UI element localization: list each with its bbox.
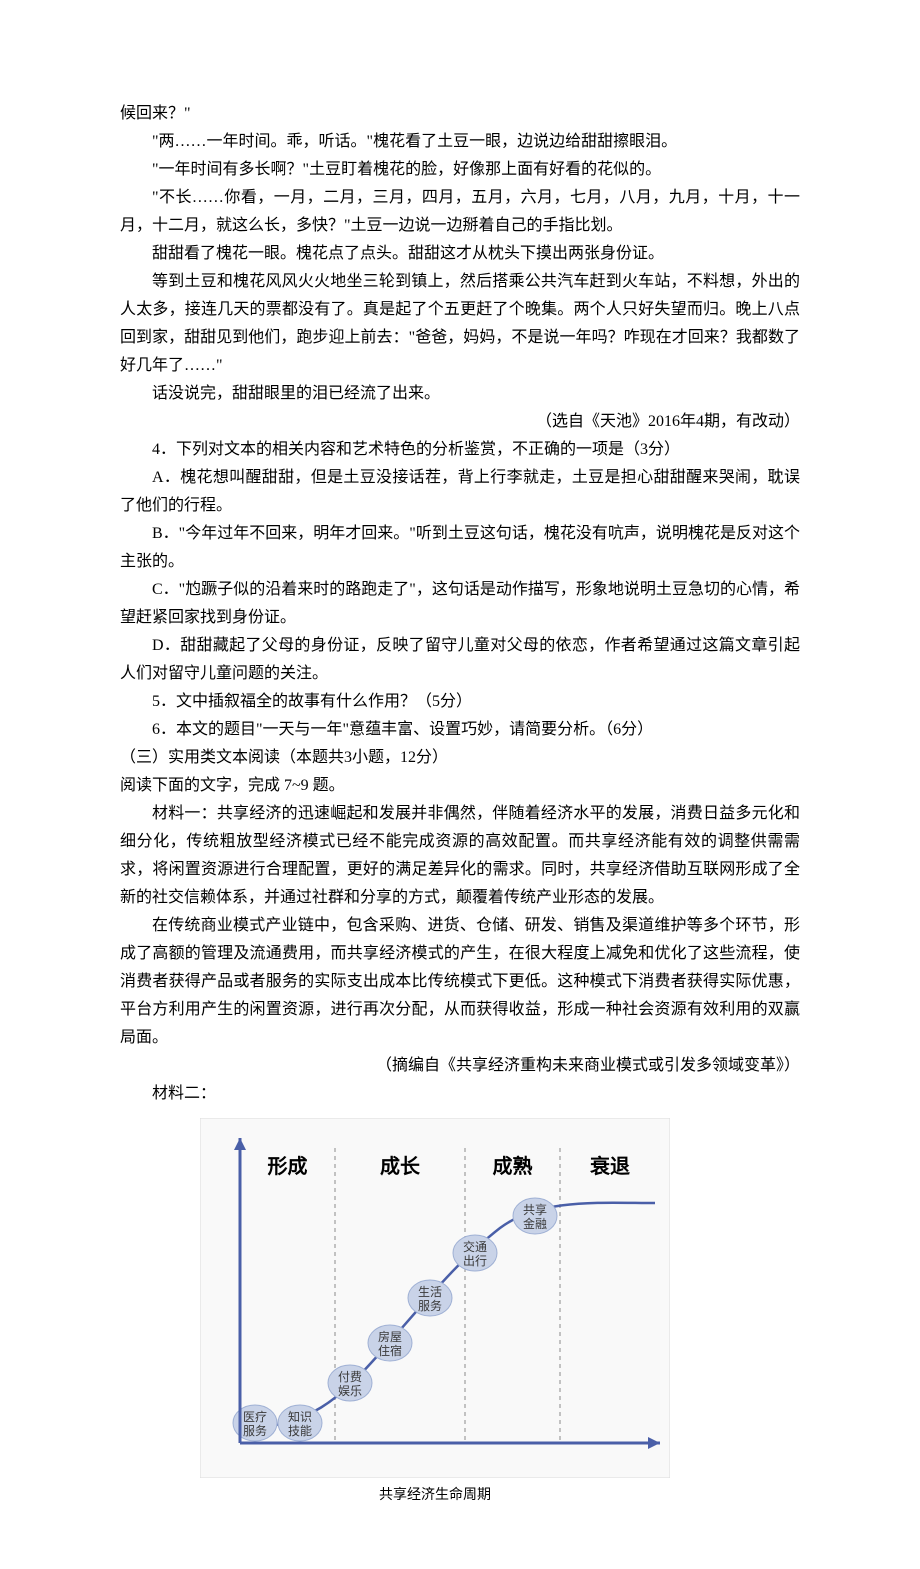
lifecycle-chart: 形成成长成熟衰退医疗服务知识技能付费娱乐房屋住宿生活服务交通出行共享金融 共享经… <box>200 1118 670 1509</box>
svg-text:医疗: 医疗 <box>243 1410 267 1424</box>
svg-text:共享: 共享 <box>523 1202 547 1217</box>
material-1-source: （摘编自《共享经济重构未来商业模式或引发多领域变革》） <box>120 1052 800 1080</box>
question-4-option-b: B．"今年过年不回来，明年才回来。"听到土豆这句话，槐花没有吭声，说明槐花是反对… <box>120 520 800 576</box>
story-line: 话没说完，甜甜眼里的泪已经流了出来。 <box>120 380 800 408</box>
svg-text:住宿: 住宿 <box>378 1343 402 1358</box>
svg-text:成熟: 成熟 <box>493 1154 533 1178</box>
story-line: 甜甜看了槐花一眼。槐花点了点头。甜甜这才从枕头下摸出两张身份证。 <box>120 240 800 268</box>
question-4: 4．下列对文本的相关内容和艺术特色的分析鉴赏，不正确的一项是（3分） <box>120 436 800 464</box>
question-4-option-d: D．甜甜藏起了父母的身份证，反映了留守儿童对父母的依恋，作者希望通过这篇文章引起… <box>120 632 800 688</box>
svg-text:生活: 生活 <box>418 1285 442 1299</box>
story-line: "一年时间有多长啊？"土豆盯着槐花的脸，好像那上面有好看的花似的。 <box>120 156 800 184</box>
svg-text:服务: 服务 <box>418 1298 442 1313</box>
story-line: 等到土豆和槐花风风火火地坐三轮到镇上，然后搭乘公共汽车赶到火车站，不料想，外出的… <box>120 268 800 380</box>
story-source: （选自《天池》2016年4期，有改动） <box>120 408 800 436</box>
svg-text:成长: 成长 <box>380 1154 421 1178</box>
svg-text:衰退: 衰退 <box>589 1154 630 1178</box>
svg-text:付费: 付费 <box>338 1370 362 1384</box>
svg-text:房屋: 房屋 <box>378 1329 402 1344</box>
document-page: 候回来？" "两……一年时间。乖，听话。"槐花看了土豆一眼，边说边给甜甜擦眼泪。… <box>0 0 920 1569</box>
question-6: 6．本文的题目"一天与一年"意蕴丰富、设置巧妙，请简要分析。（6分） <box>120 716 800 744</box>
material-1-p1: 材料一：共享经济的迅速崛起和发展并非偶然，伴随着经济水平的发展，消费日益多元化和… <box>120 800 800 912</box>
section-3-title: （三）实用类文本阅读（本题共3小题，12分） <box>120 744 800 772</box>
question-5: 5．文中插叙福全的故事有什么作用？（5分） <box>120 688 800 716</box>
story-line: "两……一年时间。乖，听话。"槐花看了土豆一眼，边说边给甜甜擦眼泪。 <box>120 128 800 156</box>
story-line: 候回来？" <box>120 100 800 128</box>
section-3-instruction: 阅读下面的文字，完成 7~9 题。 <box>120 772 800 800</box>
svg-text:金融: 金融 <box>523 1216 547 1231</box>
chart-x-axis-label: 共享经济生命周期 <box>200 1484 670 1509</box>
lifecycle-chart-svg: 形成成长成熟衰退医疗服务知识技能付费娱乐房屋住宿生活服务交通出行共享金融 <box>200 1118 670 1478</box>
question-4-option-c: C．"尥蹶子似的沿着来时的路跑走了"，这句话是动作描写，形象地说明土豆急切的心情… <box>120 576 800 632</box>
svg-text:娱乐: 娱乐 <box>338 1384 362 1398</box>
svg-text:知识: 知识 <box>288 1410 312 1424</box>
svg-text:交通: 交通 <box>463 1239 487 1254</box>
svg-text:服务: 服务 <box>243 1423 267 1438</box>
svg-text:出行: 出行 <box>463 1254 487 1268</box>
question-4-option-a: A．槐花想叫醒甜甜，但是土豆没接话茬，背上行李就走，土豆是担心甜甜醒来哭闹，耽误… <box>120 464 800 520</box>
material-1-p2: 在传统商业模式产业链中，包含采购、进货、仓储、研发、销售及渠道维护等多个环节，形… <box>120 912 800 1052</box>
material-2-label: 材料二： <box>120 1080 800 1108</box>
story-line: "不长……你看，一月，二月，三月，四月，五月，六月，七月，八月，九月，十月，十一… <box>120 184 800 240</box>
svg-text:技能: 技能 <box>288 1424 312 1438</box>
svg-text:形成: 形成 <box>268 1154 308 1178</box>
